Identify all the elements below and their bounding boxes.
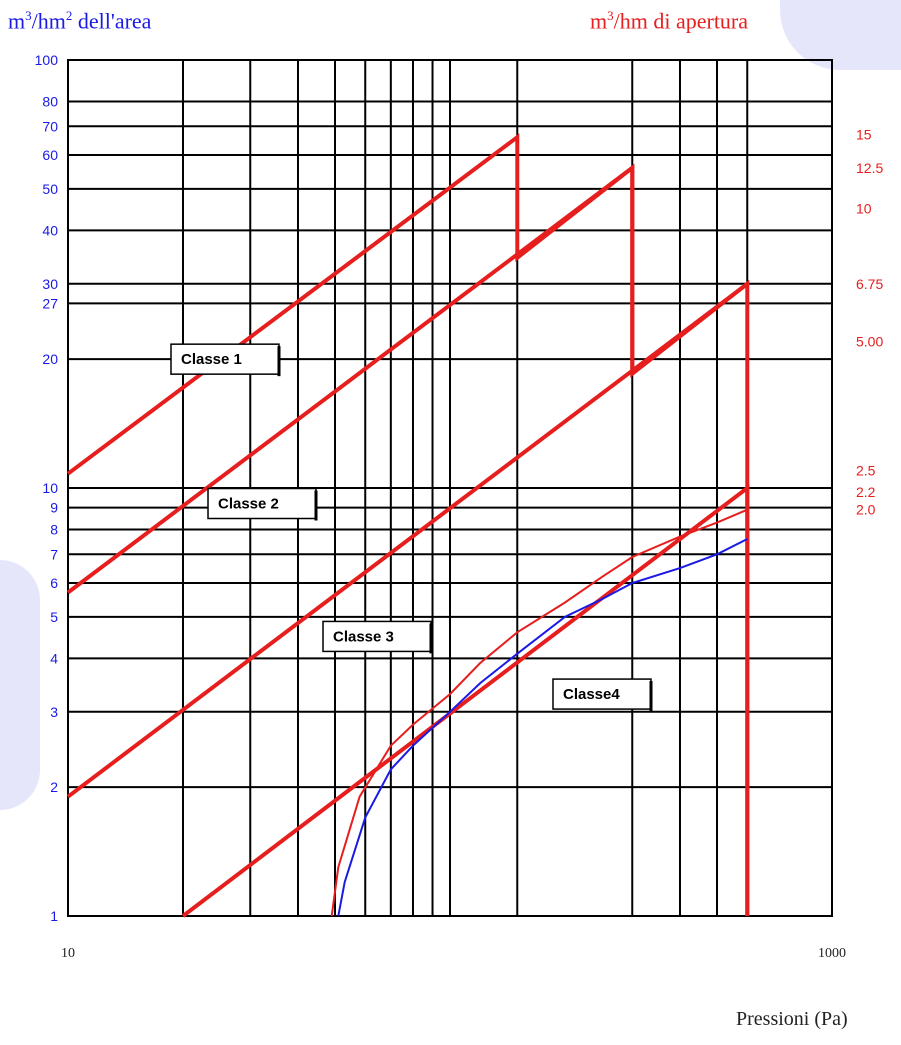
y-right-tick-label: 15 xyxy=(856,126,872,142)
y-right-tick-label: 10 xyxy=(856,200,872,216)
y-left-tick-label: 2 xyxy=(50,779,58,795)
series-line-classe3 xyxy=(66,282,749,799)
left-axis-unit-title: m3/hm2 dell'area xyxy=(8,8,152,34)
y-left-tick-label: 8 xyxy=(50,521,58,537)
class-label-text: Classe4 xyxy=(563,686,620,703)
y-right-tick-label: 12.5 xyxy=(856,160,883,176)
y-left-tick-label: 40 xyxy=(42,222,58,238)
plot-frame xyxy=(67,59,833,917)
y-right-tick-label: 6.75 xyxy=(856,276,883,292)
y-left-tick-label: 4 xyxy=(50,650,58,666)
series-curve-4 xyxy=(337,538,748,917)
series-curve-5 xyxy=(330,508,748,917)
class-label-text: Classe 2 xyxy=(218,495,279,512)
y-right-tick-label: 2.2 xyxy=(856,484,876,500)
y-left-tick-label: 1 xyxy=(50,908,58,924)
class-label-box xyxy=(207,487,317,520)
y-left-tick-label: 100 xyxy=(35,52,59,68)
y-right-tick-label: 2.0 xyxy=(856,502,876,518)
y-left-tick-label: 6 xyxy=(50,575,58,591)
x-tick-label: 10 xyxy=(61,946,75,961)
y-left-tick-label: 50 xyxy=(42,181,58,197)
x-axis-label: Pressioni (Pa) xyxy=(736,1008,848,1030)
y-left-tick-label: 60 xyxy=(42,147,58,163)
y-left-tick-label: 3 xyxy=(50,704,58,720)
y-left-tick-label: 7 xyxy=(50,546,58,562)
y-left-tick-label: 9 xyxy=(50,500,58,516)
y-left-tick-label: 30 xyxy=(42,276,58,292)
class-label-text: Classe 3 xyxy=(333,628,394,645)
y-right-tick-label: 2.5 xyxy=(856,462,876,478)
y-right-tick-label: 5.00 xyxy=(856,333,883,349)
y-left-tick-label: 5 xyxy=(50,609,58,625)
y-left-tick-label: 80 xyxy=(42,93,58,109)
y-left-tick-label: 27 xyxy=(42,295,58,311)
y-left-tick-label: 70 xyxy=(42,118,58,134)
series-line-classe4 xyxy=(181,483,750,918)
series-line-classe1 xyxy=(66,133,635,476)
x-tick-label: 1000 xyxy=(818,946,846,961)
decoration-left-arc xyxy=(0,560,40,810)
y-left-tick-label: 10 xyxy=(42,480,58,496)
y-left-tick-label: 20 xyxy=(42,351,58,367)
class-label-text: Classe 1 xyxy=(181,351,242,368)
class-label-box xyxy=(552,678,652,710)
right-axis-unit-title: m3/hm di apertura xyxy=(590,8,749,34)
